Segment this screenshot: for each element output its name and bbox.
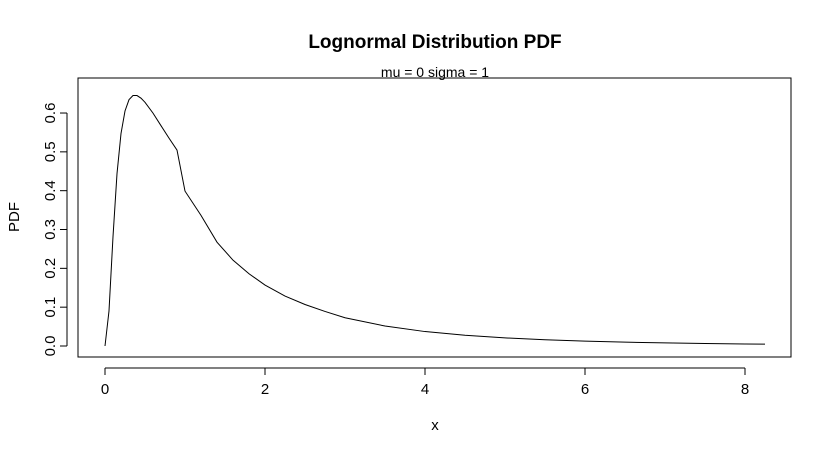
x-tick-label: 6 (581, 381, 589, 398)
plot-frame (77, 77, 792, 358)
y-axis-label: PDF (6, 202, 23, 232)
pdf-series-line (104, 94, 766, 347)
y-tick-label: 0.4 (42, 180, 59, 201)
x-tick-label: 0 (101, 381, 109, 398)
y-axis: 0.0 0.1 0.2 0.3 0.4 0.5 0.6 (42, 103, 68, 357)
y-tick-label: 0.6 (42, 103, 59, 124)
x-axis-label: x (431, 417, 439, 434)
y-tick-label: 0.2 (42, 258, 59, 279)
y-tick-label: 0.0 (42, 336, 59, 357)
x-tick-label: 2 (261, 381, 269, 398)
y-tick-label: 0.5 (42, 141, 59, 162)
y-tick-label: 0.1 (42, 297, 59, 318)
x-tick-label: 4 (421, 381, 429, 398)
chart-title: Lognormal Distribution PDF (308, 32, 561, 53)
x-axis: 0 2 4 6 8 (101, 367, 749, 398)
x-tick-label: 8 (741, 381, 749, 398)
chart-subtitle: mu = 0 sigma = 1 (381, 64, 489, 80)
y-tick-label: 0.3 (42, 219, 59, 240)
